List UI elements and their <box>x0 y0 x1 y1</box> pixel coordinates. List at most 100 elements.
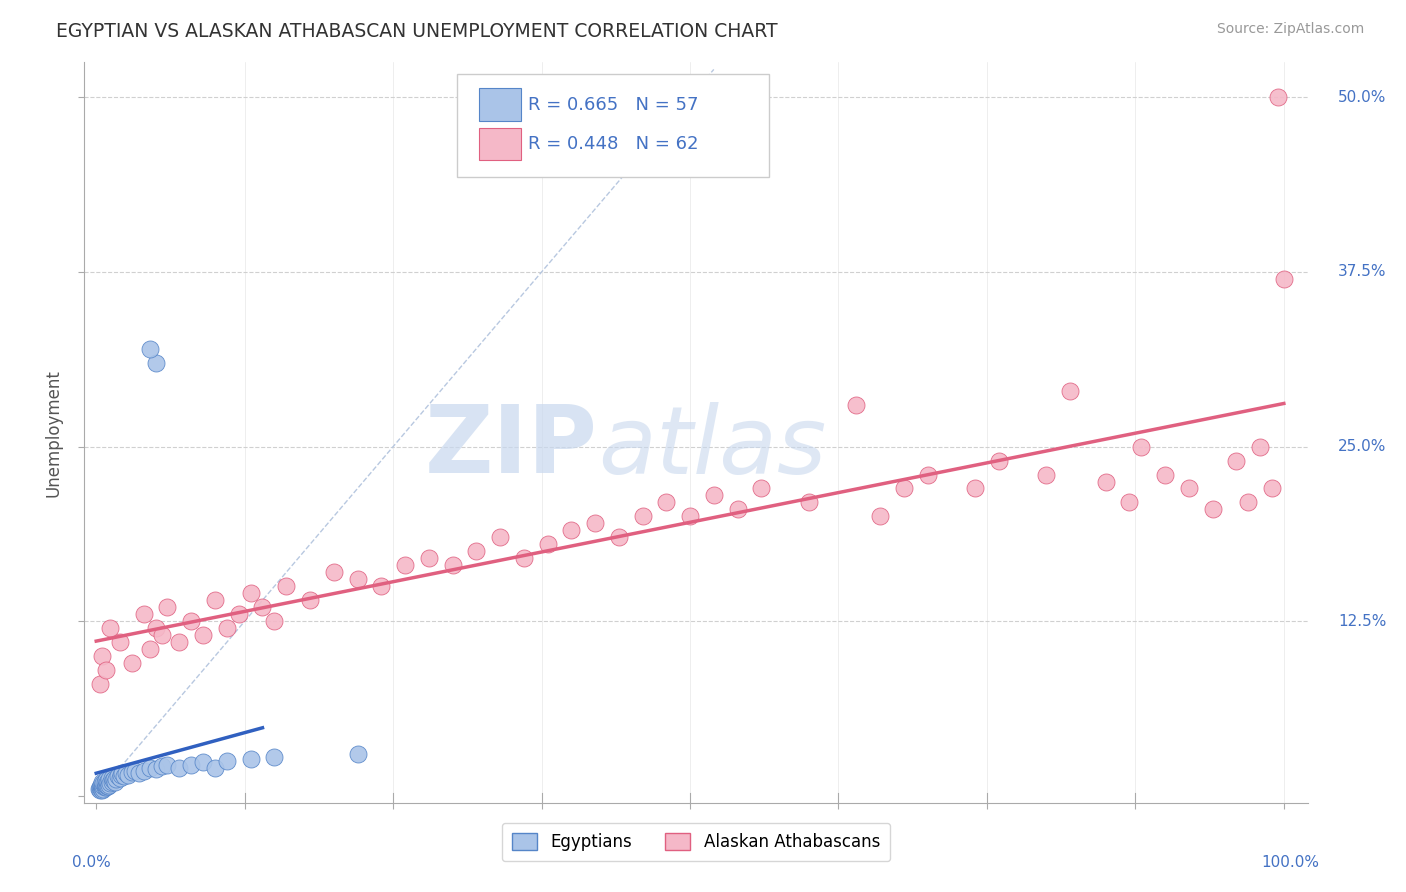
Point <box>91 783 114 797</box>
Point <box>917 467 939 482</box>
Point <box>252 600 274 615</box>
Point <box>150 759 173 773</box>
Text: 0.0%: 0.0% <box>72 855 111 870</box>
Point <box>93 776 115 790</box>
Point <box>100 771 122 785</box>
Point <box>180 758 202 772</box>
Point <box>703 488 725 502</box>
Point <box>191 756 214 770</box>
Point <box>727 502 749 516</box>
Point <box>138 642 160 657</box>
Point <box>239 752 262 766</box>
Point <box>105 772 128 786</box>
Point <box>1118 495 1140 509</box>
Point <box>1130 440 1153 454</box>
Point <box>91 780 114 795</box>
Legend: Egyptians, Alaskan Athabascans: Egyptians, Alaskan Athabascans <box>502 823 890 861</box>
Point <box>465 544 488 558</box>
Point <box>96 775 118 789</box>
Point <box>679 509 702 524</box>
FancyBboxPatch shape <box>457 73 769 178</box>
Point <box>845 398 868 412</box>
Point <box>963 482 986 496</box>
Text: 37.5%: 37.5% <box>1339 264 1386 279</box>
Point <box>112 769 135 783</box>
FancyBboxPatch shape <box>479 128 522 161</box>
Point <box>96 779 118 793</box>
Point <box>91 649 114 664</box>
Text: 12.5%: 12.5% <box>1339 614 1386 629</box>
Point <box>138 342 160 356</box>
Point <box>121 656 143 670</box>
Point <box>93 779 115 793</box>
Point <box>124 764 146 778</box>
Point <box>94 778 117 792</box>
Point <box>263 749 285 764</box>
Point <box>607 530 630 544</box>
Text: 100.0%: 100.0% <box>1261 855 1320 870</box>
Point <box>89 677 111 691</box>
Point <box>263 614 285 628</box>
Point <box>100 621 122 635</box>
Point <box>156 600 179 615</box>
Point <box>97 775 120 789</box>
Point <box>893 482 915 496</box>
Text: atlas: atlas <box>598 402 827 493</box>
Point <box>536 537 558 551</box>
Point <box>101 773 124 788</box>
Point <box>1225 453 1247 467</box>
Point <box>215 621 238 635</box>
Point <box>94 773 117 788</box>
Text: R = 0.448   N = 62: R = 0.448 N = 62 <box>529 135 699 153</box>
Point <box>93 781 115 796</box>
Point <box>239 586 262 600</box>
Point <box>797 495 820 509</box>
Point <box>138 761 160 775</box>
Point <box>90 779 112 793</box>
Point <box>93 780 115 795</box>
Point <box>560 524 582 538</box>
Point <box>108 771 131 785</box>
Point <box>93 775 115 789</box>
Point <box>94 663 117 677</box>
Point <box>513 551 536 566</box>
Point <box>1154 467 1177 482</box>
Point <box>94 780 117 795</box>
FancyBboxPatch shape <box>479 88 522 121</box>
Point <box>169 635 191 649</box>
Point <box>145 356 167 370</box>
Point <box>1178 482 1201 496</box>
Point <box>103 772 125 786</box>
Point <box>1272 272 1295 286</box>
Point <box>169 761 191 775</box>
Point <box>1237 495 1260 509</box>
Point <box>108 635 131 649</box>
Point <box>145 621 167 635</box>
Point <box>89 780 111 795</box>
Point <box>89 783 111 797</box>
Point <box>90 778 112 792</box>
Point <box>441 558 464 573</box>
Point <box>346 572 368 586</box>
Text: Source: ZipAtlas.com: Source: ZipAtlas.com <box>1216 22 1364 37</box>
Point <box>987 453 1010 467</box>
Point <box>93 778 115 792</box>
Point <box>145 762 167 776</box>
Point <box>121 765 143 780</box>
Point <box>1249 440 1271 454</box>
Point <box>346 747 368 761</box>
Point <box>132 607 155 622</box>
Text: ZIP: ZIP <box>425 401 598 493</box>
Point <box>869 509 891 524</box>
Point <box>276 579 298 593</box>
Point <box>322 566 344 580</box>
Point <box>132 764 155 778</box>
Point <box>91 778 114 792</box>
Point <box>91 775 114 789</box>
Point <box>583 516 606 531</box>
Point <box>418 551 440 566</box>
Point <box>228 607 250 622</box>
Point <box>90 781 112 796</box>
Point <box>104 775 127 789</box>
Point <box>749 482 772 496</box>
